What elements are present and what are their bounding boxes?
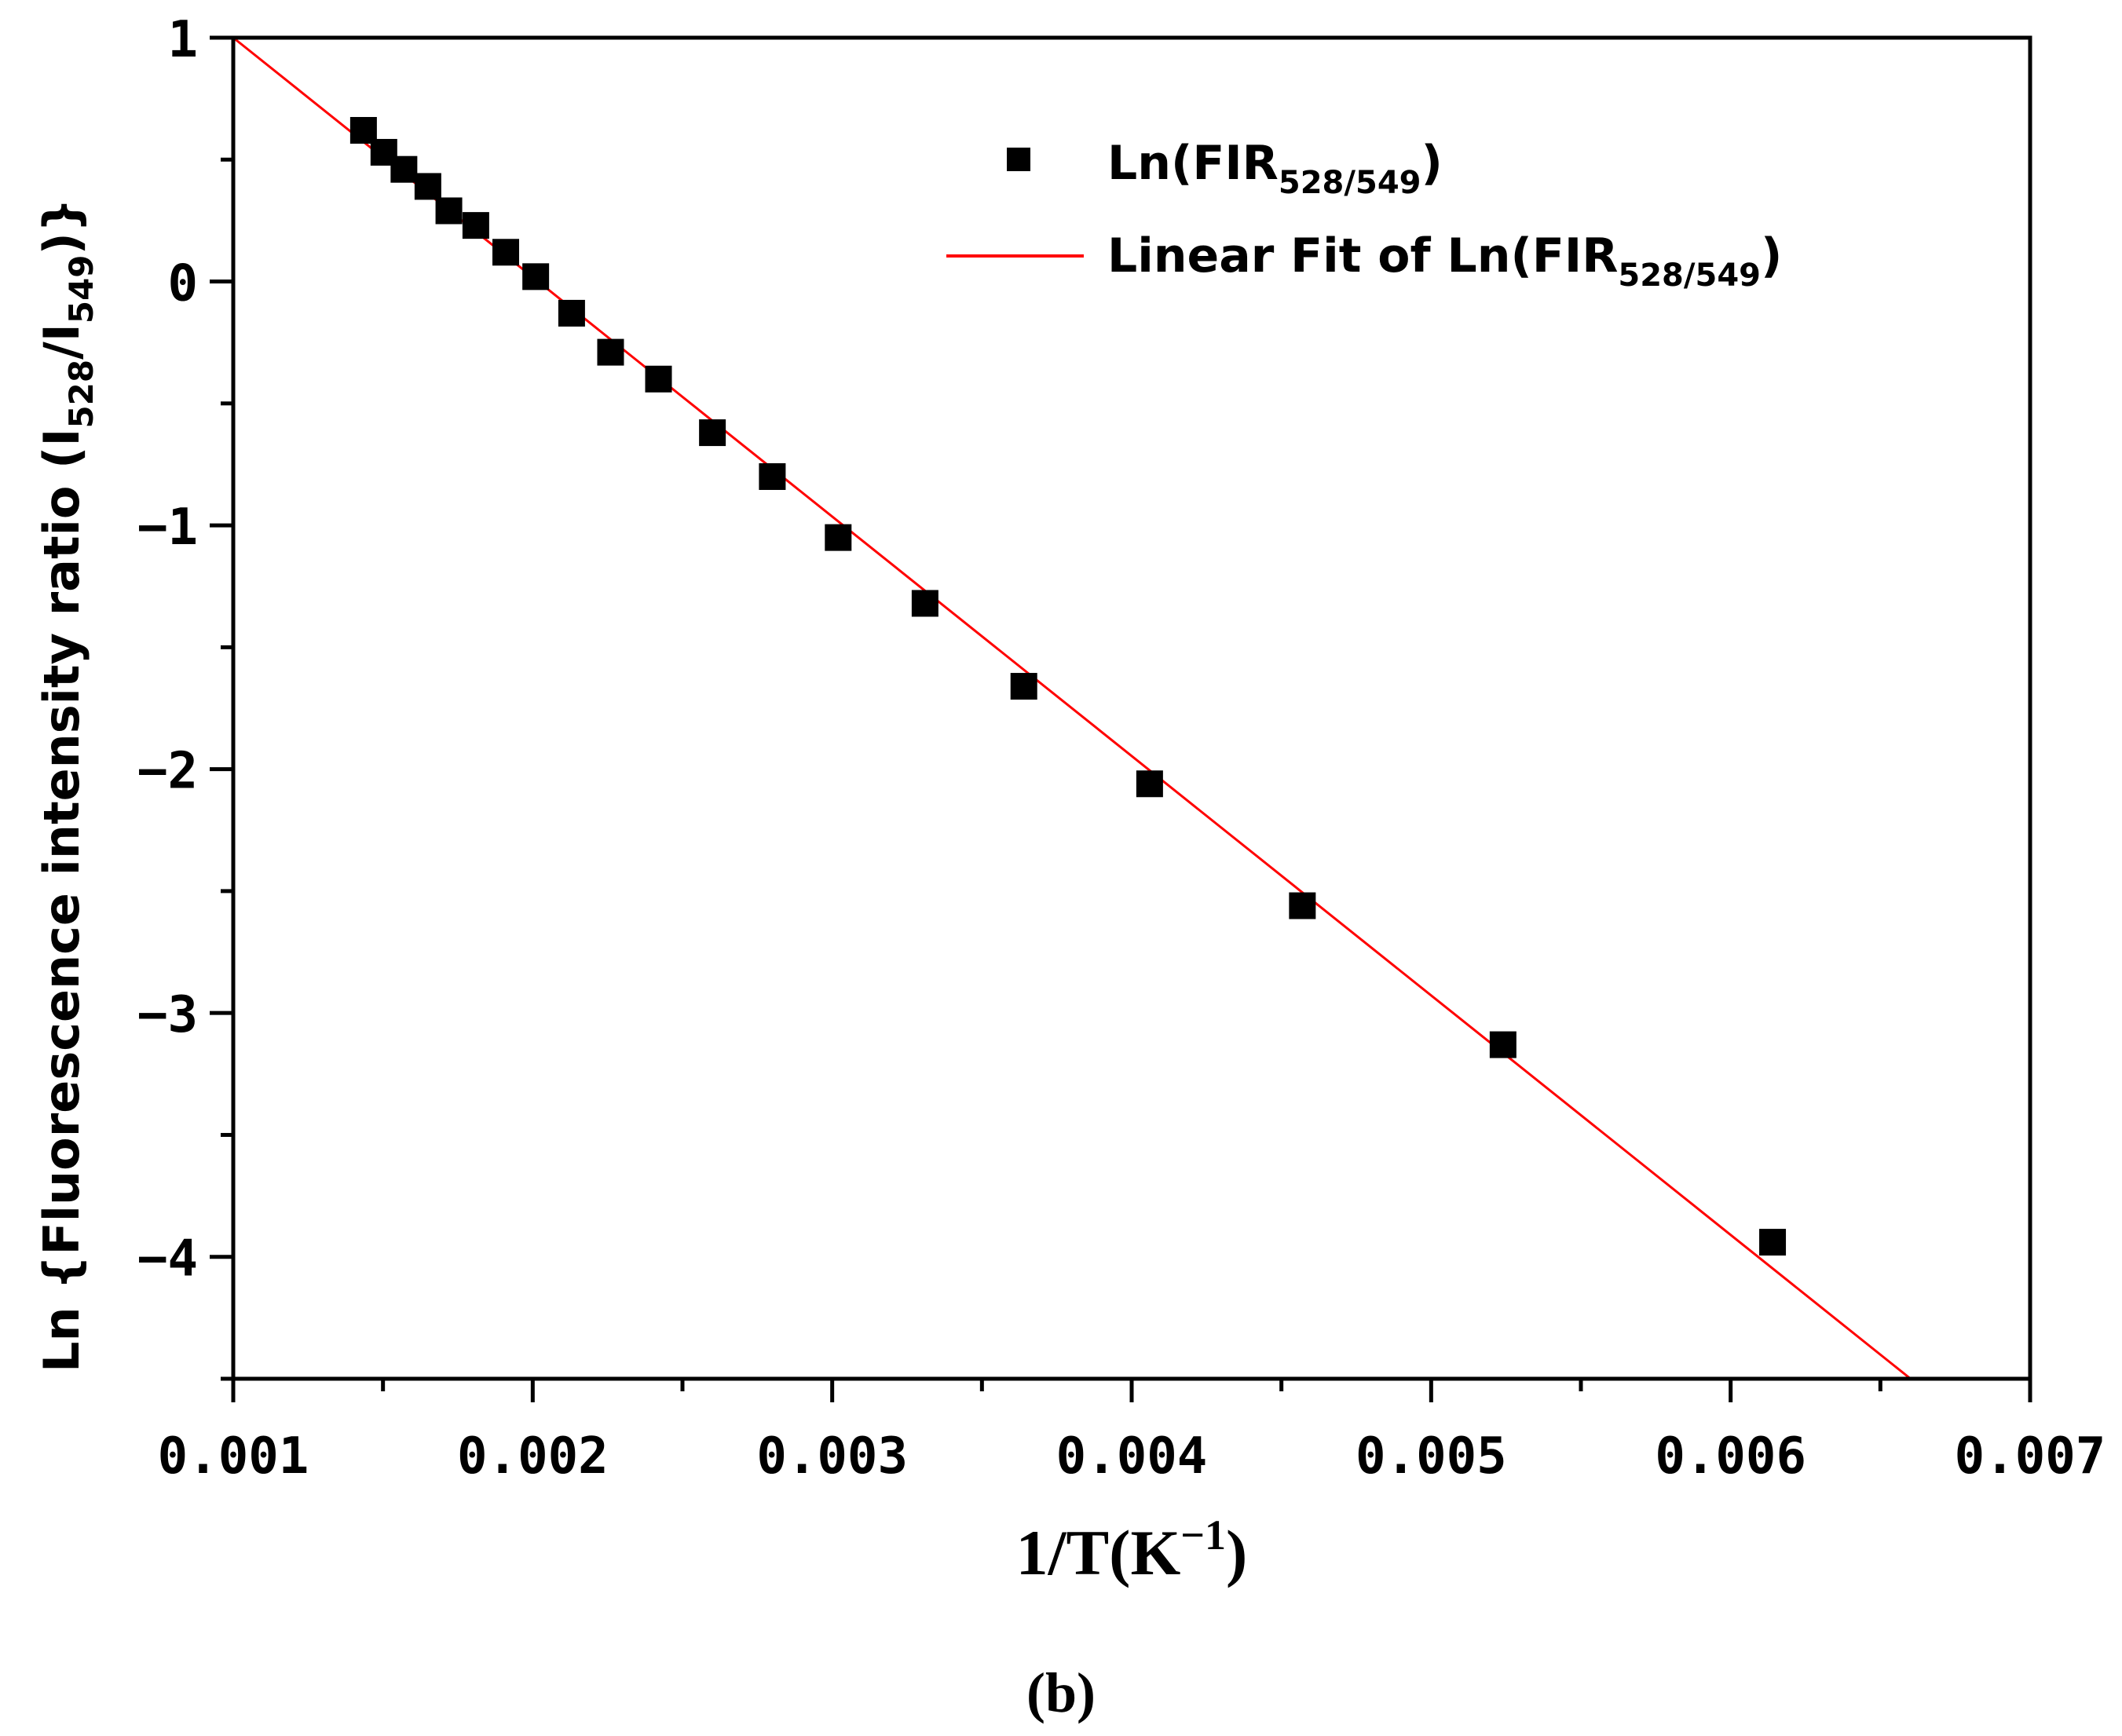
legend-label-scatter: Ln(FIR528/549) bbox=[1107, 136, 1443, 201]
data-point bbox=[1010, 673, 1037, 700]
data-point bbox=[699, 419, 726, 447]
data-point bbox=[911, 590, 938, 617]
data-point bbox=[522, 263, 550, 291]
data-point bbox=[825, 524, 852, 551]
y-tick-label: −1 bbox=[137, 499, 198, 557]
y-tick-label: 1 bbox=[167, 11, 198, 69]
figure-caption: (b) bbox=[1026, 1661, 1096, 1724]
y-tick-label: −2 bbox=[137, 743, 198, 801]
data-point bbox=[390, 155, 418, 183]
legend: Ln(FIR528/549) Linear Fit of Ln(FIR528/5… bbox=[946, 136, 1782, 294]
x-tick-label: 0.004 bbox=[1056, 1427, 1208, 1486]
plot-frame bbox=[231, 35, 2032, 1381]
legend-marker-scatter bbox=[1007, 148, 1030, 171]
x-tick-label: 0.001 bbox=[158, 1427, 309, 1486]
x-tick-label: 0.006 bbox=[1655, 1427, 1806, 1486]
fit-line-layer bbox=[232, 36, 1912, 1380]
data-point bbox=[1136, 770, 1163, 798]
data-point bbox=[414, 173, 441, 200]
data-point bbox=[645, 365, 672, 393]
y-tick-label: −4 bbox=[137, 1230, 198, 1288]
y-axis-label: Ln {Fluorescence intensity ratio (I528/I… bbox=[33, 198, 101, 1372]
data-point bbox=[1489, 1031, 1516, 1058]
data-point bbox=[462, 212, 489, 239]
x-tick-label: 0.007 bbox=[1955, 1427, 2106, 1486]
data-points bbox=[349, 117, 1787, 1256]
data-point bbox=[558, 299, 585, 327]
data-point bbox=[492, 239, 520, 266]
axis-ticks: 0.001 0.002 0.003 0.004 0.005 0.006 0.007 1 0 −1 −… bbox=[137, 11, 2106, 1486]
x-tick-label: 0.003 bbox=[756, 1427, 908, 1486]
data-point bbox=[1759, 1229, 1787, 1256]
x-tick-label: 0.002 bbox=[457, 1427, 609, 1486]
x-tick-label: 0.005 bbox=[1356, 1427, 1507, 1486]
legend-label-fit: Linear Fit of Ln(FIR528/549) bbox=[1107, 228, 1782, 294]
fit-line bbox=[232, 36, 1912, 1380]
x-axis-label: 1/T(K−1) bbox=[1016, 1511, 1248, 1588]
data-point bbox=[1289, 892, 1316, 919]
data-point bbox=[597, 338, 624, 366]
y-tick-label: −3 bbox=[137, 986, 198, 1044]
data-point bbox=[435, 197, 463, 225]
data-point bbox=[759, 462, 786, 490]
y-tick-label: 0 bbox=[167, 255, 198, 313]
